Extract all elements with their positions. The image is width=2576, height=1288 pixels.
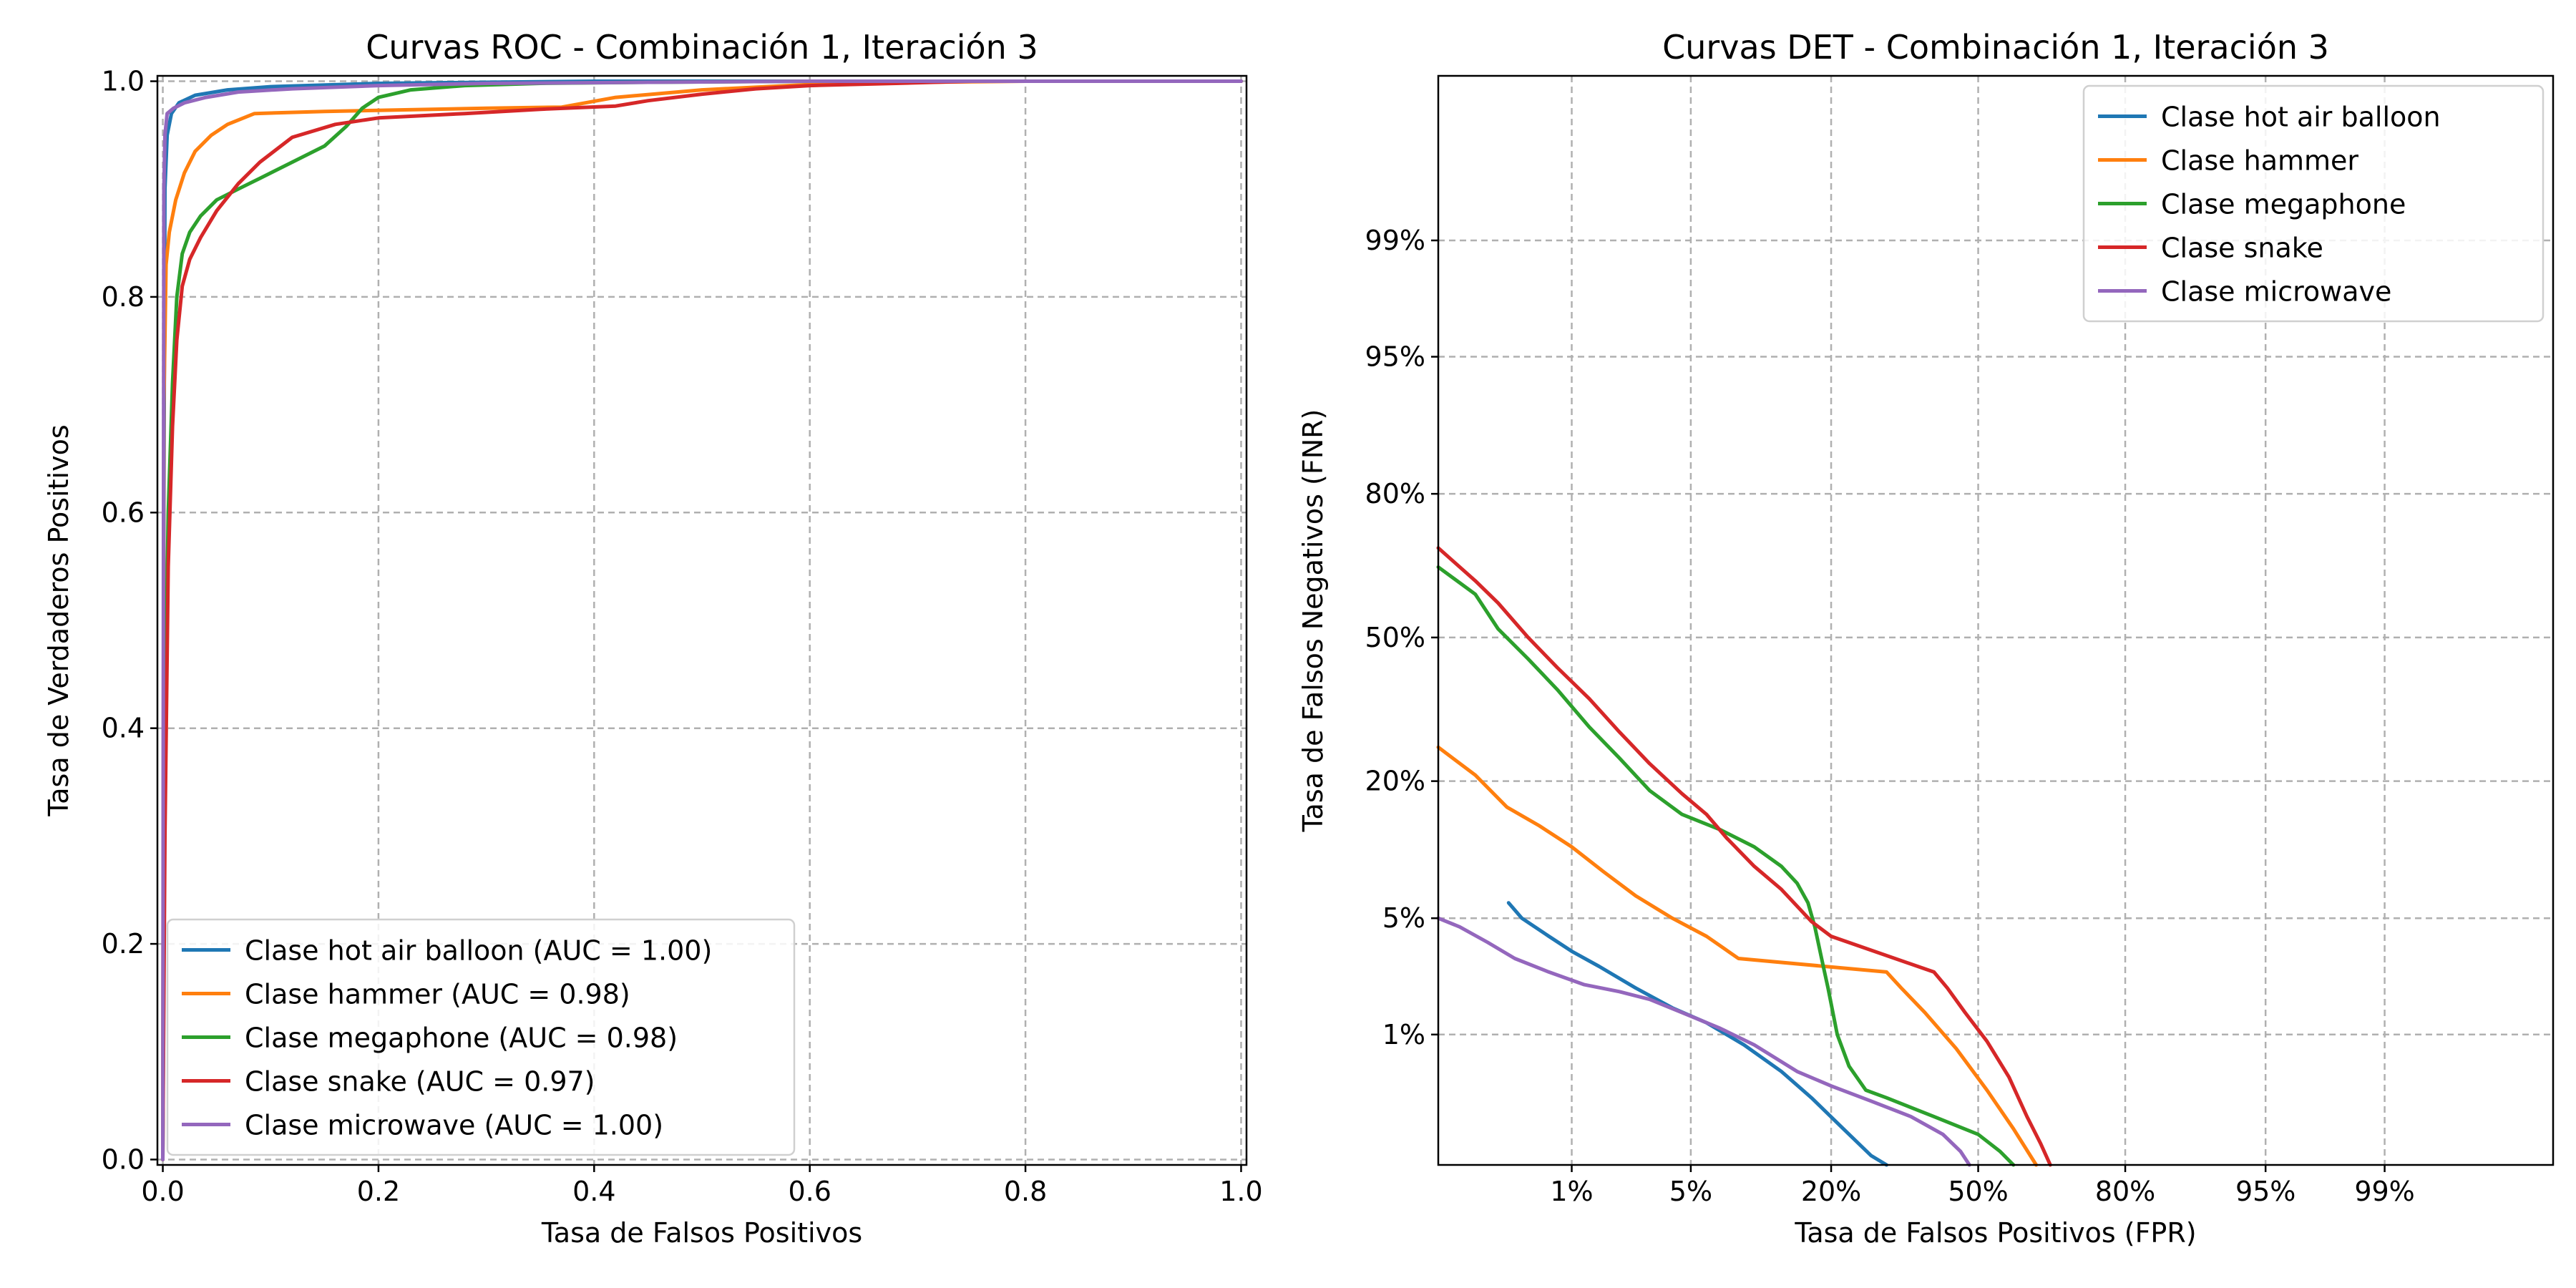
det-x-tick-label: 80% [2095,1176,2155,1207]
roc-y-axis-label: Tasa de Verdaderos Positivos [43,424,74,816]
det-y-tick-label: 5% [1382,902,1425,934]
det-series-line-2 [1436,745,2039,1167]
roc-y-tick-label: 1.0 [102,66,145,97]
roc-legend-label: Clase hot air balloon (AUC = 1.00) [245,935,712,967]
det-series-lines [1436,546,2052,1167]
roc-x-tick-label: 0.4 [572,1176,615,1207]
roc-legend: Clase hot air balloon (AUC = 1.00) Clase … [166,918,796,1156]
det-series-line-5 [1436,916,1971,1167]
det-x-axis-label: Tasa de Falsos Positivos (FPR) [1794,1217,2196,1249]
det-series-line-3 [1436,565,2016,1167]
det-y-tick-label: 95% [1365,341,1425,373]
det-legend-label: Clase megaphone [2161,189,2406,220]
det-legend-label: Clase hammer [2161,145,2358,177]
roc-ticks: 0.0 0.2 0.4 0.6 0.8 1.0 0.0 0.2 0.4 0.6 0.8 1.0 [102,66,1263,1207]
det-y-tick-label: 80% [1365,478,1425,509]
roc-x-tick-label: 0.8 [1004,1176,1047,1207]
roc-legend-frame [166,918,796,1156]
roc-x-tick-label: 0.6 [788,1176,831,1207]
det-x-tick-label: 50% [1948,1176,2008,1207]
det-legend-label: Clase snake [2161,233,2323,264]
det-legend-label: Clase hot air balloon [2161,102,2441,133]
det-y-tick-label: 1% [1382,1019,1425,1050]
det-legend-frame [2082,84,2545,323]
roc-title: Curvas ROC - Combinación 1, Iteración 3 [366,28,1038,67]
roc-x-tick-label: 0.2 [357,1176,400,1207]
roc-chart: 0.0 0.2 0.4 0.6 0.8 1.0 0.0 0.2 0.4 0.6 0.8 1.0 Cur… [43,28,1263,1249]
roc-legend-label: Clase snake (AUC = 0.97) [245,1066,595,1098]
roc-series-line-5 [161,79,1243,1161]
roc-y-tick-label: 0.0 [102,1143,145,1175]
det-x-tick-label: 95% [2235,1176,2296,1207]
roc-series-lines [161,79,1243,1161]
roc-y-tick-label: 0.4 [102,713,145,744]
det-y-tick-label: 99% [1365,225,1425,256]
det-ticks: 1% 5% 20% 50% 80% 95% 99% 1% 5% 20% 50% 80% 95% 99% [1365,225,2415,1207]
det-legend-label: Clase microwave [2161,276,2391,308]
det-y-tick-label: 20% [1365,766,1425,797]
roc-x-tick-label: 1.0 [1219,1176,1262,1207]
det-y-tick-label: 50% [1365,622,1425,653]
det-chart: 1% 5% 20% 50% 80% 95% 99% 1% 5% 20% 50% 80% 95% 99% C… [1297,28,2555,1249]
roc-legend-label: Clase megaphone (AUC = 0.98) [245,1023,678,1054]
det-x-tick-label: 20% [1801,1176,1861,1207]
roc-y-tick-label: 0.2 [102,928,145,960]
roc-x-tick-label: 0.0 [141,1176,184,1207]
roc-axes-frame [156,74,1248,1166]
roc-y-tick-label: 0.6 [102,497,145,528]
det-x-tick-label: 99% [2354,1176,2414,1207]
det-x-tick-label: 1% [1550,1176,1593,1207]
det-axes-frame [1437,74,2555,1166]
roc-series-line-4 [161,79,1243,1161]
det-legend: Clase hot air balloon Clase hammer Clase m… [2082,84,2545,323]
det-y-axis-label: Tasa de Falsos Negativos (FNR) [1297,409,1329,833]
det-series-line-4 [1436,546,2052,1167]
roc-y-tick-label: 0.8 [102,281,145,313]
det-x-tick-label: 5% [1669,1176,1712,1207]
roc-legend-label: Clase microwave (AUC = 1.00) [245,1110,663,1141]
roc-x-axis-label: Tasa de Falsos Positivos [541,1217,862,1249]
det-title: Curvas DET - Combinación 1, Iteración 3 [1662,28,2329,67]
roc-legend-label: Clase hammer (AUC = 0.98) [245,979,630,1010]
